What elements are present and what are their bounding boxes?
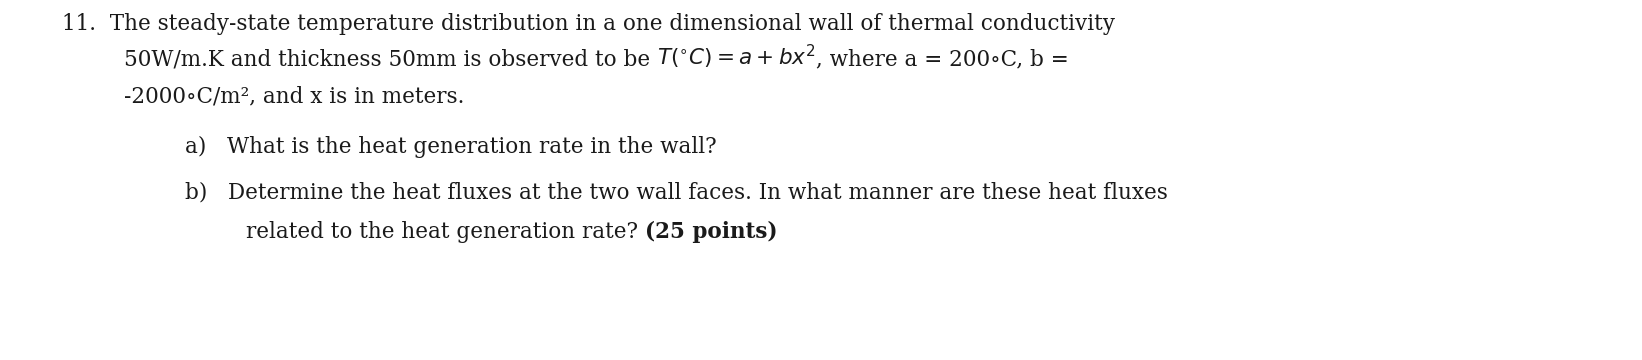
- Text: a)   What is the heat generation rate in the wall?: a) What is the heat generation rate in t…: [186, 136, 716, 158]
- Text: , where a = 200∘C, b =: , where a = 200∘C, b =: [816, 48, 1069, 70]
- Text: $T(^{\circ}C) = a + bx^2$: $T(^{\circ}C) = a + bx^2$: [657, 42, 816, 71]
- Text: b)   Determine the heat fluxes at the two wall faces. In what manner are these h: b) Determine the heat fluxes at the two …: [186, 181, 1167, 203]
- Text: -2000∘C/m², and x is in meters.: -2000∘C/m², and x is in meters.: [125, 85, 465, 107]
- Text: (25 points): (25 points): [645, 221, 777, 243]
- Text: 50W/m.K and thickness 50mm is observed to be: 50W/m.K and thickness 50mm is observed t…: [125, 48, 657, 70]
- Text: related to the heat generation rate?: related to the heat generation rate?: [246, 221, 645, 243]
- Text: 11.  The steady-state temperature distribution in a one dimensional wall of ther: 11. The steady-state temperature distrib…: [62, 13, 1115, 35]
